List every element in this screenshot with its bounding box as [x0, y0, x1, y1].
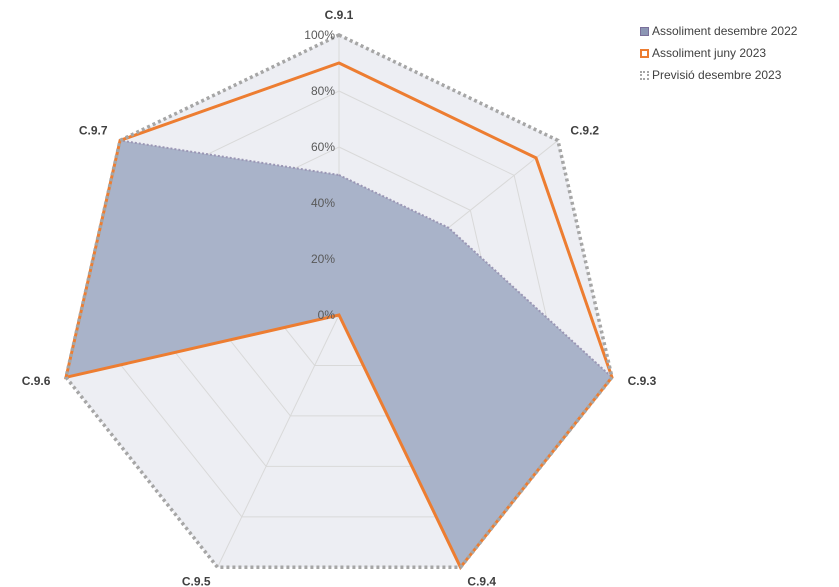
- radial-tick-label: 20%: [311, 252, 335, 266]
- radial-tick-label: 0%: [318, 308, 336, 322]
- category-label-c-9-6: C.9.6: [22, 374, 51, 388]
- legend-label-previsio-2023: Previsió desembre 2023: [652, 68, 782, 82]
- category-label-c-9-7: C.9.7: [79, 123, 108, 137]
- category-label-c-9-5: C.9.5: [182, 575, 211, 587]
- legend-item-previsio-2023: Previsió desembre 2023: [640, 64, 797, 86]
- series-previsi-desembre-2023-line: [64, 33, 614, 570]
- category-label-c-9-2: C.9.2: [570, 123, 599, 137]
- legend-item-desembre-2022: Assoliment desembre 2022: [640, 20, 797, 42]
- legend-swatch-previsio-2023: [640, 70, 649, 80]
- radial-tick-label: 60%: [311, 140, 335, 154]
- legend-label-desembre-2022: Assoliment desembre 2022: [652, 24, 798, 38]
- axis-spoke: [217, 314, 340, 568]
- category-label-c-9-4: C.9.4: [467, 575, 496, 587]
- radial-tick-label: 80%: [311, 84, 335, 98]
- category-label-c-9-1: C.9.1: [325, 8, 354, 22]
- legend-swatch-desembre-2022: [640, 26, 649, 36]
- legend: Assoliment desembre 2022 Assoliment juny…: [640, 20, 797, 86]
- radial-tick-label: 100%: [304, 28, 335, 42]
- category-label-c-9-3: C.9.3: [628, 374, 657, 388]
- legend-item-juny-2023: Assoliment juny 2023: [640, 42, 797, 64]
- radial-tick-label: 40%: [311, 196, 335, 210]
- legend-label-juny-2023: Assoliment juny 2023: [652, 46, 767, 60]
- legend-swatch-juny-2023: [640, 48, 649, 58]
